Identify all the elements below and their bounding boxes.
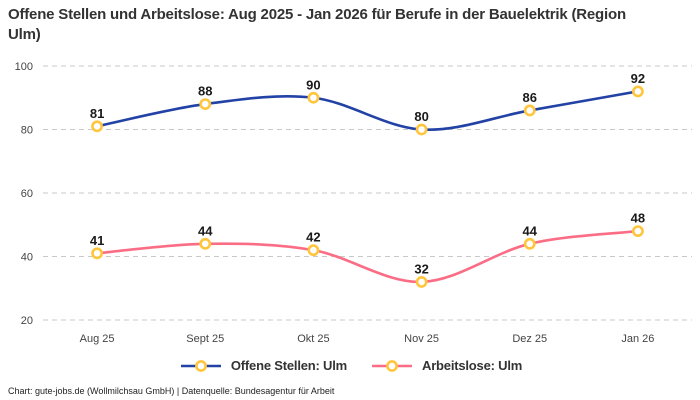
- line-marker-icon: [372, 359, 412, 372]
- legend-label-offene-stellen: Offene Stellen: Ulm: [230, 358, 347, 373]
- data-point-value-label: 41: [90, 233, 104, 248]
- data-point-marker[interactable]: [415, 123, 428, 136]
- data-point-value-label: 32: [414, 261, 428, 276]
- attribution-footer: Chart: gute-jobs.de (Wollmilchsau GmbH) …: [8, 386, 335, 396]
- data-point-marker[interactable]: [415, 275, 428, 288]
- data-point-value-label: 86: [523, 90, 537, 105]
- chart-title: Offene Stellen und Arbeitslose: Aug 2025…: [8, 6, 626, 43]
- data-point-marker[interactable]: [199, 98, 212, 110]
- legend-item-arbeitslose[interactable]: Arbeitslose: Ulm: [369, 358, 522, 373]
- x-axis-tick-label: Nov 25: [404, 333, 439, 345]
- data-point-value-label: 42: [306, 230, 320, 245]
- legend-label-arbeitslose: Arbeitslose: Ulm: [422, 358, 523, 373]
- y-axis-tick-label: 80: [21, 125, 33, 137]
- y-axis-tick-label: 20: [21, 315, 33, 327]
- data-point-marker[interactable]: [307, 91, 320, 104]
- series-line-0: [95, 90, 640, 131]
- data-point-marker[interactable]: [199, 237, 212, 250]
- data-point-marker[interactable]: [523, 104, 536, 117]
- y-axis-tick-label: 100: [15, 61, 33, 73]
- data-point-value-label: 88: [198, 84, 212, 99]
- series-line-1: [95, 229, 640, 284]
- x-axis-tick-label: Okt 25: [297, 333, 329, 345]
- y-axis-tick-label: 60: [21, 188, 33, 200]
- data-point-marker[interactable]: [307, 244, 320, 257]
- data-point-marker[interactable]: [91, 120, 103, 133]
- chart-legend: Offene Stellen: Ulm Arbeitslose: Ulm: [0, 358, 700, 373]
- data-point-value-label: 90: [306, 77, 320, 92]
- data-point-value-label: 92: [631, 71, 645, 86]
- data-point-value-label: 44: [523, 223, 538, 238]
- line-marker-icon: [180, 359, 221, 372]
- x-axis-tick-label: Sept 25: [186, 333, 224, 345]
- x-axis-tick-label: Dez 25: [512, 333, 547, 345]
- data-point-marker[interactable]: [632, 225, 644, 237]
- data-point-marker[interactable]: [91, 247, 103, 260]
- data-point-value-label: 81: [90, 106, 104, 121]
- x-axis-tick-label: Aug 25: [80, 333, 115, 345]
- data-point-value-label: 48: [631, 211, 645, 226]
- legend-item-offene-stellen[interactable]: Offene Stellen: Ulm: [178, 358, 347, 373]
- data-point-marker[interactable]: [632, 85, 644, 98]
- data-point-value-label: 44: [198, 223, 213, 238]
- data-point-value-label: 80: [414, 109, 428, 124]
- y-axis-tick-label: 40: [21, 252, 33, 264]
- data-point-marker[interactable]: [523, 237, 536, 250]
- x-axis-tick-label: Jan 26: [621, 333, 654, 345]
